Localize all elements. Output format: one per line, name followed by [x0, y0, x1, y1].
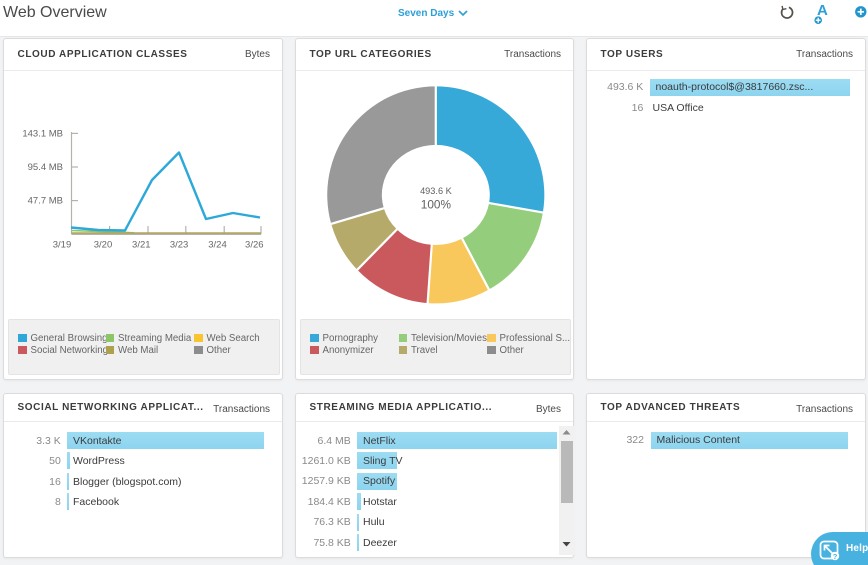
svg-text:3/19: 3/19 [53, 240, 72, 251]
svg-text:143.1 MB: 143.1 MB [22, 129, 63, 140]
svg-text:3/26: 3/26 [245, 240, 264, 251]
svg-text:493.6 K: 493.6 K [420, 186, 453, 196]
svg-text:3/20: 3/20 [94, 240, 113, 251]
svg-text:3/21: 3/21 [132, 240, 151, 251]
svg-text:95.4 MB: 95.4 MB [28, 162, 63, 173]
svg-text:100%: 100% [421, 197, 452, 211]
svg-text:3/24: 3/24 [208, 240, 227, 251]
svg-text:47.7 MB: 47.7 MB [28, 196, 63, 207]
svg-text:3/23: 3/23 [170, 240, 189, 251]
svg-text:?: ? [833, 552, 838, 561]
